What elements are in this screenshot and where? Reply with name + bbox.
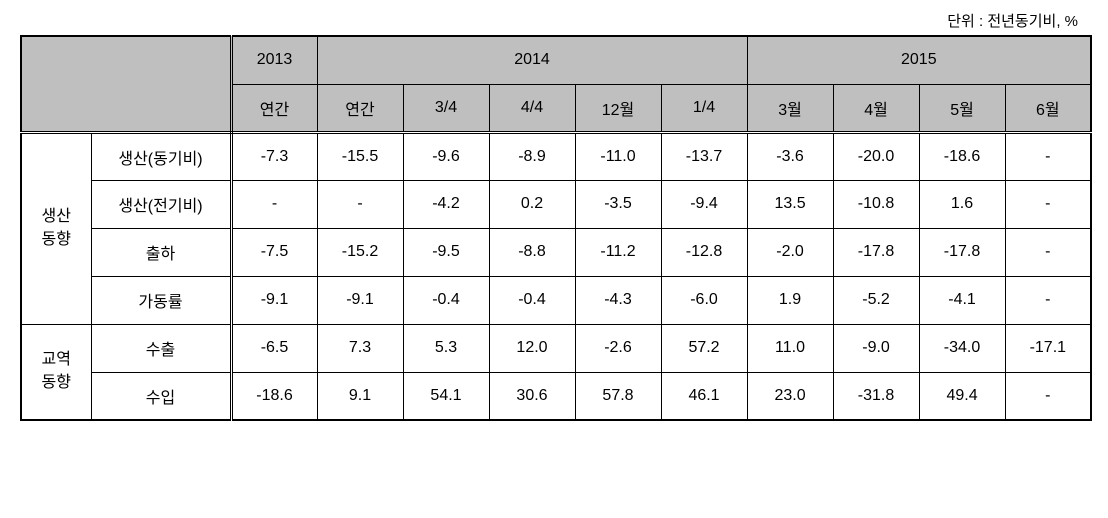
year-2015: 2015: [747, 36, 1091, 84]
data-cell: 5.3: [403, 324, 489, 372]
data-cell: -: [1005, 228, 1091, 276]
data-cell: 49.4: [919, 372, 1005, 420]
data-cell: -8.9: [489, 132, 575, 180]
data-cell: 1.9: [747, 276, 833, 324]
row-label: 생산(전기비): [91, 180, 231, 228]
data-cell: -9.6: [403, 132, 489, 180]
data-cell: -: [1005, 132, 1091, 180]
period-2014-q4: 4/4: [489, 84, 575, 132]
data-cell: 54.1: [403, 372, 489, 420]
data-cell: -11.0: [575, 132, 661, 180]
data-cell: -4.2: [403, 180, 489, 228]
data-cell: -: [1005, 276, 1091, 324]
period-2015-jun: 6월: [1005, 84, 1091, 132]
row-label: 수출: [91, 324, 231, 372]
data-cell: 57.8: [575, 372, 661, 420]
data-cell: -12.8: [661, 228, 747, 276]
data-cell: -15.5: [317, 132, 403, 180]
data-cell: -9.1: [231, 276, 317, 324]
data-cell: -4.3: [575, 276, 661, 324]
corner-cell: [21, 36, 231, 132]
data-cell: -: [1005, 180, 1091, 228]
period-2014-annual: 연간: [317, 84, 403, 132]
row-label: 수입: [91, 372, 231, 420]
data-cell: -31.8: [833, 372, 919, 420]
data-cell: -6.5: [231, 324, 317, 372]
year-2014: 2014: [317, 36, 747, 84]
data-cell: 46.1: [661, 372, 747, 420]
data-cell: -10.8: [833, 180, 919, 228]
row-group-label: 생산동향: [21, 132, 91, 324]
data-cell: 23.0: [747, 372, 833, 420]
data-cell: -17.1: [1005, 324, 1091, 372]
data-cell: -13.7: [661, 132, 747, 180]
row-label: 가동률: [91, 276, 231, 324]
data-cell: -15.2: [317, 228, 403, 276]
table-row: 생산(전기비)---4.20.2-3.5-9.413.5-10.81.6-: [21, 180, 1091, 228]
data-cell: -18.6: [919, 132, 1005, 180]
data-cell: -0.4: [403, 276, 489, 324]
data-cell: -: [317, 180, 403, 228]
period-2014-q1: 1/4: [661, 84, 747, 132]
data-cell: -11.2: [575, 228, 661, 276]
header-row-years: 2013 2014 2015: [21, 36, 1091, 84]
data-cell: -9.1: [317, 276, 403, 324]
data-cell: -0.4: [489, 276, 575, 324]
data-cell: 0.2: [489, 180, 575, 228]
data-cell: -34.0: [919, 324, 1005, 372]
data-cell: 13.5: [747, 180, 833, 228]
data-cell: -2.0: [747, 228, 833, 276]
row-label: 출하: [91, 228, 231, 276]
data-cell: -: [231, 180, 317, 228]
data-cell: -6.0: [661, 276, 747, 324]
row-label: 생산(동기비): [91, 132, 231, 180]
data-cell: -9.5: [403, 228, 489, 276]
data-cell: 7.3: [317, 324, 403, 372]
data-cell: -17.8: [919, 228, 1005, 276]
unit-label: 단위 : 전년동기비, %: [20, 10, 1088, 31]
data-cell: -2.6: [575, 324, 661, 372]
data-cell: -4.1: [919, 276, 1005, 324]
table-row: 출하-7.5-15.2-9.5-8.8-11.2-12.8-2.0-17.8-1…: [21, 228, 1091, 276]
data-cell: 9.1: [317, 372, 403, 420]
data-cell: -9.0: [833, 324, 919, 372]
data-cell: -7.5: [231, 228, 317, 276]
data-cell: 12.0: [489, 324, 575, 372]
period-2013-annual: 연간: [231, 84, 317, 132]
data-cell: -20.0: [833, 132, 919, 180]
period-2015-may: 5월: [919, 84, 1005, 132]
table-row: 교역동향수출-6.57.35.312.0-2.657.211.0-9.0-34.…: [21, 324, 1091, 372]
data-cell: -9.4: [661, 180, 747, 228]
period-2014-q3: 3/4: [403, 84, 489, 132]
data-cell: -18.6: [231, 372, 317, 420]
data-cell: -5.2: [833, 276, 919, 324]
data-cell: 11.0: [747, 324, 833, 372]
data-cell: -: [1005, 372, 1091, 420]
data-cell: -7.3: [231, 132, 317, 180]
data-cell: 30.6: [489, 372, 575, 420]
period-2015-mar: 3월: [747, 84, 833, 132]
table-row: 생산동향생산(동기비)-7.3-15.5-9.6-8.9-11.0-13.7-3…: [21, 132, 1091, 180]
table-row: 수입-18.69.154.130.657.846.123.0-31.849.4-: [21, 372, 1091, 420]
data-cell: -3.5: [575, 180, 661, 228]
period-2015-apr: 4월: [833, 84, 919, 132]
data-cell: -8.8: [489, 228, 575, 276]
row-group-label: 교역동향: [21, 324, 91, 420]
period-2014-dec: 12월: [575, 84, 661, 132]
data-cell: 57.2: [661, 324, 747, 372]
year-2013: 2013: [231, 36, 317, 84]
table-row: 가동률-9.1-9.1-0.4-0.4-4.3-6.01.9-5.2-4.1-: [21, 276, 1091, 324]
data-cell: -3.6: [747, 132, 833, 180]
data-cell: 1.6: [919, 180, 1005, 228]
data-cell: -17.8: [833, 228, 919, 276]
data-table: 2013 2014 2015 연간 연간 3/4 4/4 12월 1/4 3월 …: [20, 35, 1092, 421]
